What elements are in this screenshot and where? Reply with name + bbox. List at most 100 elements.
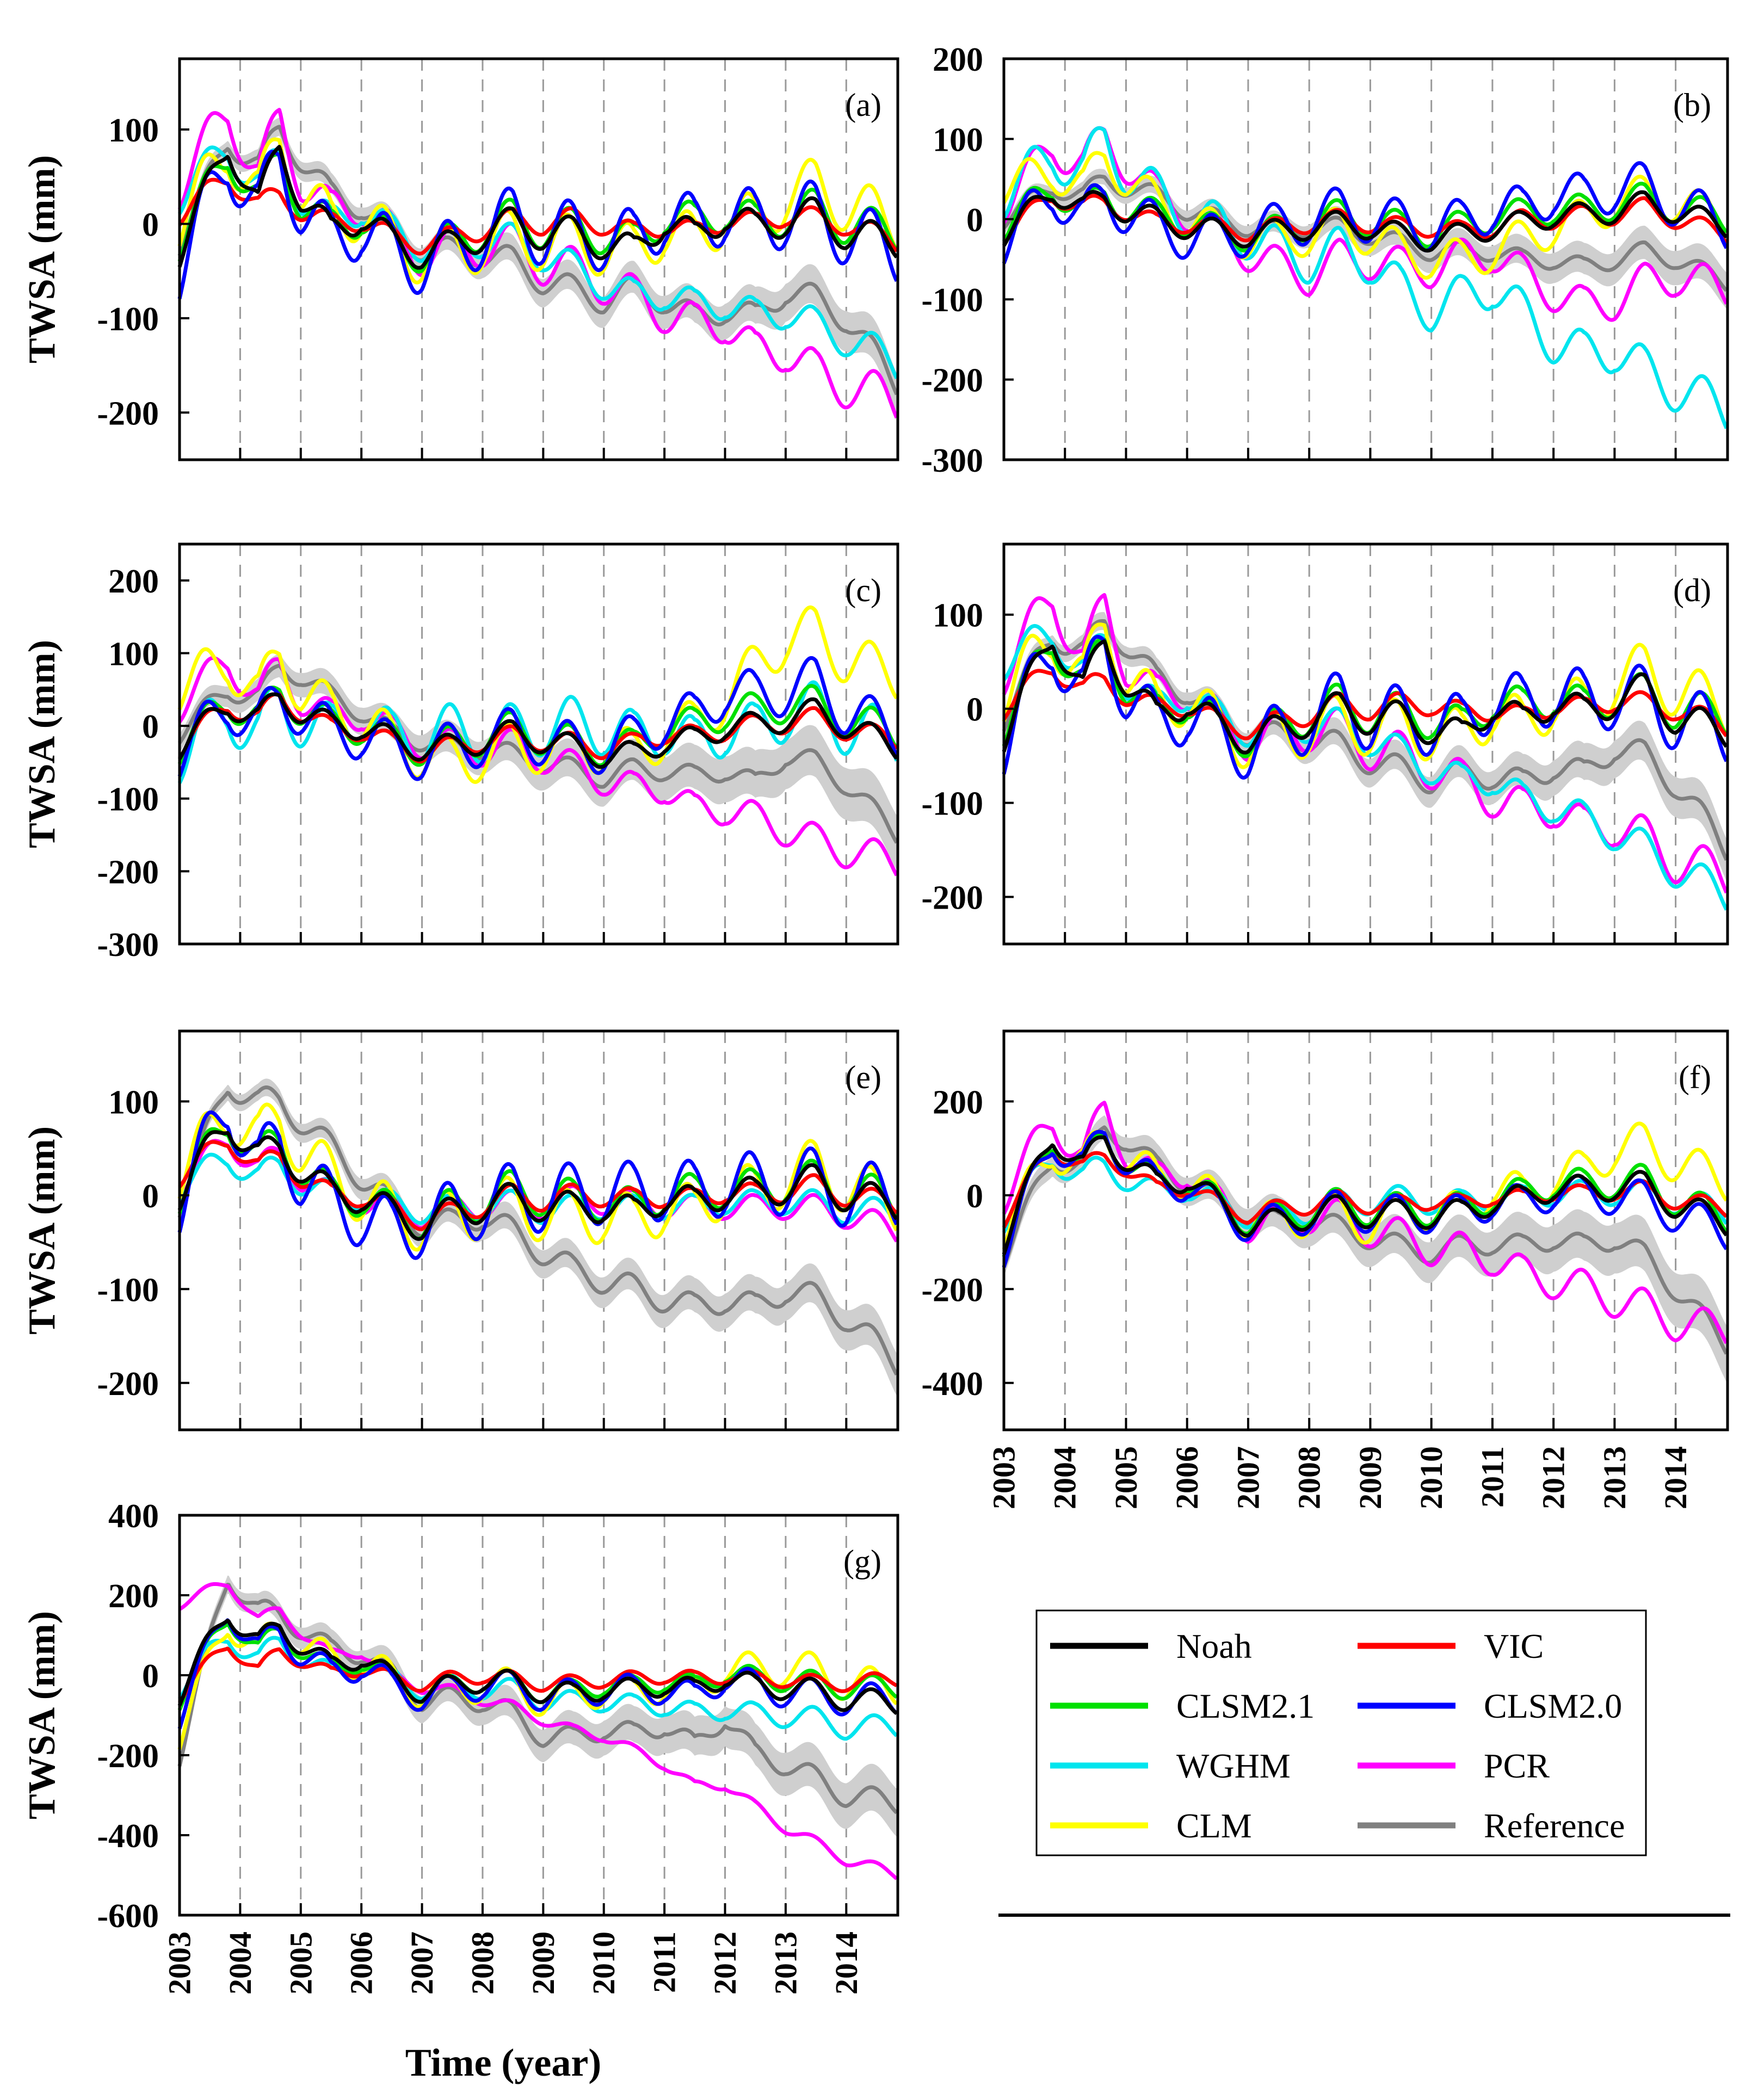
y-tick-label: 0 (142, 1658, 159, 1695)
series-line-noah (1002, 639, 1728, 755)
plot-frame (1002, 57, 1729, 461)
legend-label: Noah (1176, 1627, 1252, 1665)
x-tick-label: 2010 (586, 1931, 621, 1995)
series-line-noah (178, 692, 898, 769)
legend-label: CLM (1176, 1806, 1252, 1845)
y-tick-label: 200 (933, 41, 983, 78)
x-tick-label: 2013 (1597, 1446, 1632, 1509)
y-tick-label: 200 (108, 1578, 159, 1615)
series-line-clsm20 (177, 1110, 899, 1260)
x-tick-label: 2004 (1047, 1446, 1083, 1509)
x-tick-label: 2003 (986, 1446, 1022, 1509)
panel-e: 100 0 -100 -200 (e) TWSA (mm) (21, 1029, 899, 1431)
y-tick-label: -100 (97, 1272, 159, 1309)
y-tick-label: -400 (921, 1366, 983, 1403)
series-line-clm (1002, 151, 1728, 280)
series-line-noah (177, 145, 898, 270)
y-tick-label: -300 (921, 442, 983, 479)
x-tick-label: 2007 (404, 1931, 440, 1995)
y-tick-label: -600 (97, 1898, 159, 1935)
y-tick-label: -300 (97, 927, 159, 964)
series-line-clsm20 (1002, 1130, 1728, 1268)
x-tick-label: 2008 (1292, 1446, 1327, 1509)
series-line-vic (178, 1646, 898, 1704)
series-line-clsm20 (177, 150, 899, 299)
legend-label: CLSM2.1 (1176, 1687, 1315, 1725)
y-tick-label: 0 (966, 202, 983, 239)
plot-frame (178, 1029, 899, 1431)
panel-f: 200 0 -200 -400 (f) 2003 2004 2005 2006 2007 2008 2… (921, 1029, 1729, 1509)
y-tick-label: 100 (108, 1084, 159, 1121)
x-tick-label: 2006 (1169, 1446, 1205, 1509)
x-tick-label: 2014 (829, 1931, 864, 1995)
y-tick-label: -200 (97, 854, 159, 891)
y-tick-label: 0 (966, 1178, 983, 1215)
y-tick-label: 400 (108, 1498, 159, 1535)
legend-label: Reference (1484, 1806, 1625, 1845)
y-tick-label: -100 (97, 781, 159, 818)
panel-a: 100 0 -100 -200 (a) TWSA (mm) (21, 57, 899, 461)
y-tick-label: -200 (97, 1366, 159, 1403)
x-tick-label: 2005 (283, 1931, 318, 1995)
y-axis-title: TWSA (mm) (21, 1611, 63, 1819)
series-line-vic (178, 1140, 898, 1231)
plot-frame (178, 542, 899, 946)
panels-layer: 100 0 -100 -200 (a) TWSA (mm) 200 100 0 -100 -200 -… (21, 41, 1729, 1995)
x-tick-label: 2004 (223, 1931, 258, 1995)
x-tick-label: 2003 (162, 1931, 198, 1995)
x-tick-label: 2013 (768, 1931, 803, 1995)
y-tick-label: -100 (97, 301, 159, 338)
panel-label: (f) (1679, 1059, 1711, 1095)
legend-label: PCR (1484, 1746, 1550, 1785)
legend-items: Noah VIC CLSM2.1 CLSM2.0 WGHM PCR CLM Reference (1050, 1627, 1625, 1845)
series-line-reference (177, 125, 899, 396)
y-tick-label: 100 (108, 635, 159, 672)
plot-frame (178, 57, 899, 461)
panel-label: (a) (845, 87, 881, 123)
series-line-clsm20 (177, 656, 899, 781)
x-tick-label: 2005 (1108, 1446, 1144, 1509)
series-line-pcr (1002, 126, 1729, 322)
reference-uncertainty-band (180, 653, 897, 870)
panel-label: (c) (845, 572, 881, 608)
y-tick-label: 100 (933, 121, 983, 158)
panel-d: 100 0 -100 -200 (d) (921, 542, 1729, 946)
plot-frame (178, 1514, 899, 1917)
y-axis-title: TWSA (mm) (21, 640, 63, 848)
y-tick-label: 100 (108, 112, 159, 149)
reference-uncertainty-band (180, 1078, 897, 1396)
series-line-wghm (1002, 126, 1729, 429)
y-axis-title: TWSA (mm) (21, 1126, 63, 1335)
series-line-noah (177, 1130, 898, 1241)
reference-uncertainty-band (1004, 612, 1727, 881)
x-tick-label: 2008 (465, 1931, 500, 1995)
legend-box (1035, 1609, 1647, 1856)
y-tick-label: 200 (933, 1084, 983, 1121)
x-tick-label: 2006 (344, 1931, 379, 1995)
plot-frame (1002, 1029, 1729, 1431)
y-tick-label: -100 (921, 282, 983, 319)
series-line-clm (177, 1102, 899, 1252)
reference-uncertainty-band (180, 1575, 897, 1837)
series-line-clsm20 (1002, 161, 1729, 264)
series-line-noah (1002, 190, 1728, 253)
plot-frame (1002, 542, 1729, 946)
y-tick-label: 100 (933, 597, 983, 634)
legend-label: CLSM2.0 (1484, 1687, 1622, 1725)
legend: Noah VIC CLSM2.1 CLSM2.0 WGHM PCR CLM Reference (1035, 1609, 1647, 1856)
y-tick-label: -200 (921, 1272, 983, 1309)
x-axis-title: Time (year) (405, 2041, 602, 2084)
y-tick-label: -200 (921, 362, 983, 399)
panel-label: (e) (845, 1059, 881, 1095)
series-line-clm (177, 137, 899, 285)
series-line-clsm20 (177, 1618, 898, 1730)
panel-c: 200 100 0 -100 -200 -300 (c) TWSA (mm) (21, 542, 899, 964)
x-tick-label: 2011 (1475, 1446, 1510, 1508)
series-line-clsm20 (1002, 634, 1729, 780)
series-line-pcr (178, 1139, 899, 1243)
panel-label: (d) (1673, 572, 1711, 608)
y-tick-label: 200 (108, 563, 159, 600)
y-tick-label: -200 (97, 1738, 159, 1775)
x-tick-label: 2010 (1414, 1446, 1449, 1509)
